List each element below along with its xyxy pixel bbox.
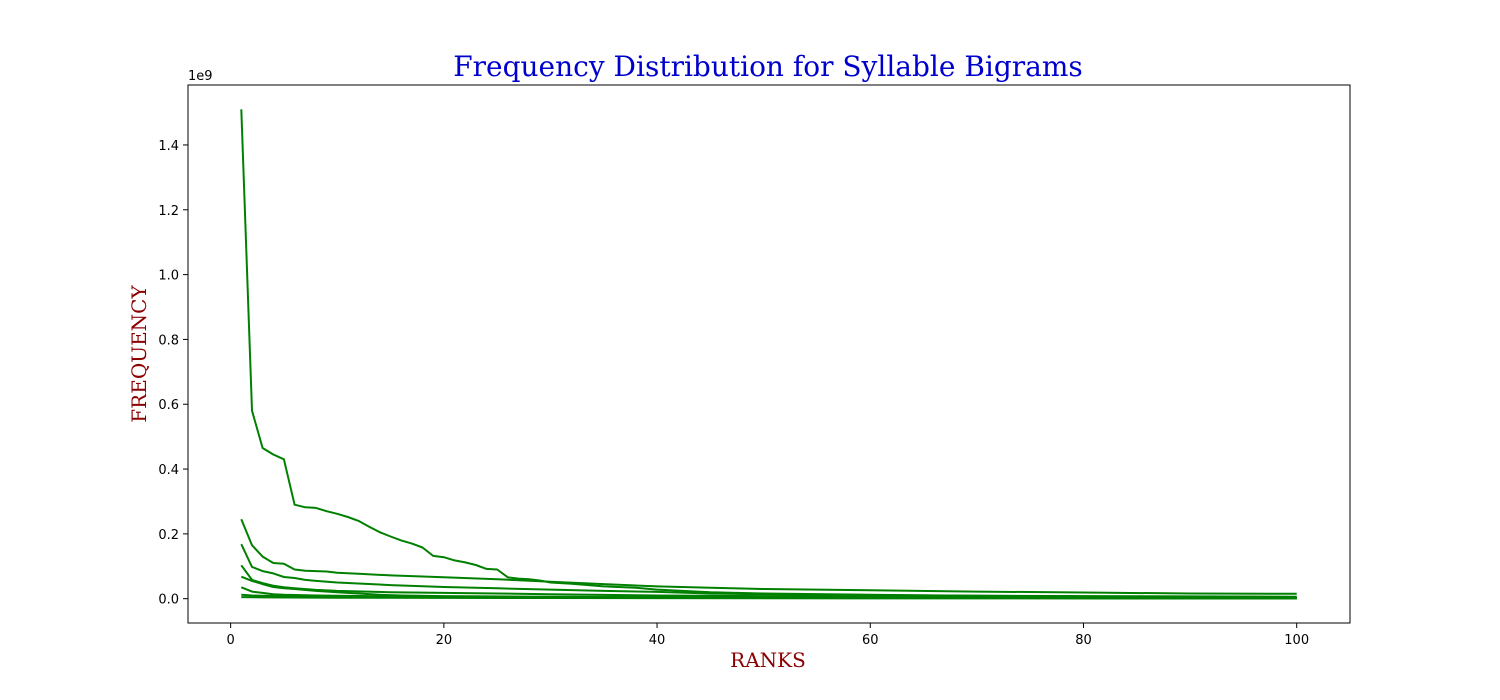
series-line-1 <box>240 109 1297 599</box>
x-axis-ticks: 0 20 40 60 80 100 <box>227 623 1309 648</box>
y-tick-label: 1.0 <box>158 269 179 284</box>
plot-frame <box>187 84 1351 624</box>
x-tick-label: 0 <box>227 633 235 648</box>
x-tick-label: 20 <box>436 633 453 648</box>
series-line-3 <box>240 543 1297 598</box>
y-axis-ticks: 0.0 0.2 0.4 0.6 0.8 1.0 1.2 1.4 <box>158 139 188 608</box>
x-axis-label: RANKS <box>730 648 806 672</box>
x-tick-label: 80 <box>1075 633 1092 648</box>
y-tick-label: 0.4 <box>158 463 179 478</box>
chart-title: Frequency Distribution for Syllable Bigr… <box>453 50 1083 83</box>
y-tick-label: 1.4 <box>158 139 179 154</box>
series-line-2 <box>240 518 1297 595</box>
plot-lines <box>240 109 1297 600</box>
x-tick-label: 60 <box>862 633 879 648</box>
series-line-8 <box>241 596 1297 600</box>
y-tick-label: 0.2 <box>158 528 179 543</box>
x-tick-label: 100 <box>1284 633 1309 648</box>
y-axis-offset-label: 1e9 <box>188 69 213 84</box>
x-tick-label: 40 <box>649 633 666 648</box>
y-axis-label: FREQUENCY <box>127 285 151 423</box>
y-tick-label: 1.2 <box>158 204 179 219</box>
y-tick-label: 0.0 <box>158 593 179 608</box>
y-tick-label: 0.8 <box>158 333 179 348</box>
y-tick-label: 0.6 <box>158 398 179 413</box>
